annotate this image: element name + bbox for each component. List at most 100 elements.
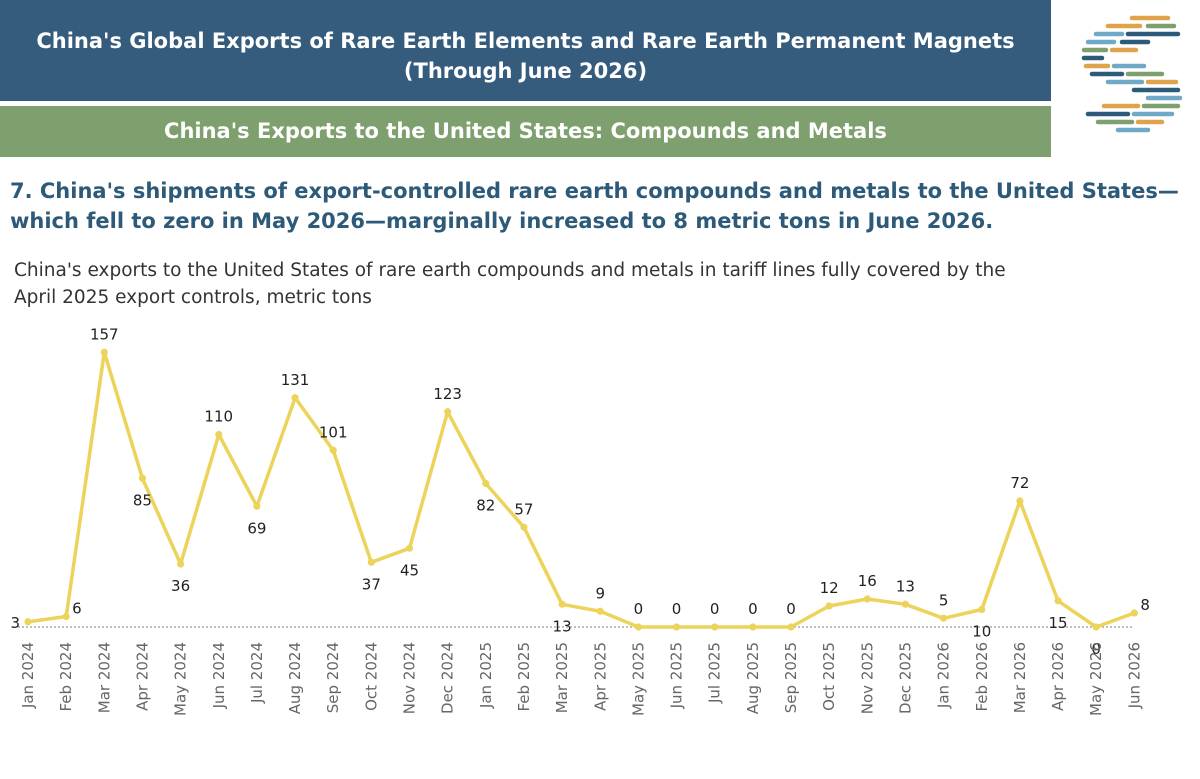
x-tick-label: Aug 2025 bbox=[744, 642, 762, 714]
data-label: 3 bbox=[10, 614, 20, 632]
chart-description-line-1: China's exports to the United States of … bbox=[14, 260, 1006, 281]
x-tick-label: Feb 2024 bbox=[57, 642, 75, 712]
data-point bbox=[711, 623, 719, 631]
data-label: 8 bbox=[1140, 596, 1150, 614]
data-point bbox=[405, 544, 414, 552]
data-label: 13 bbox=[896, 577, 915, 595]
data-label: 5 bbox=[939, 591, 949, 609]
x-tick-label: Nov 2024 bbox=[401, 642, 419, 714]
data-point bbox=[558, 600, 566, 608]
x-tick-label: Apr 2024 bbox=[133, 642, 151, 711]
x-tick-label: Mar 2025 bbox=[553, 642, 571, 713]
data-label: 82 bbox=[476, 497, 495, 515]
x-tick-label: Mar 2024 bbox=[95, 642, 113, 713]
data-point bbox=[596, 607, 604, 615]
chart-headline: 7. China's shipments of export-controlle… bbox=[10, 179, 1179, 233]
x-tick-label: Apr 2026 bbox=[1049, 642, 1067, 711]
data-label: 0 bbox=[710, 600, 720, 618]
data-label: 16 bbox=[858, 572, 877, 590]
report-subtitle: (Through June 2026) bbox=[403, 59, 648, 83]
data-label: 0 bbox=[634, 600, 644, 618]
data-point bbox=[482, 479, 490, 488]
data-point bbox=[1130, 609, 1138, 617]
data-label: 9 bbox=[595, 584, 605, 602]
x-tick-label: Dec 2025 bbox=[896, 642, 914, 714]
data-label: 110 bbox=[204, 408, 233, 426]
report-title: China's Global Exports of Rare Earth Ele… bbox=[36, 29, 1015, 53]
data-point bbox=[672, 623, 681, 631]
x-tick-label: May 2025 bbox=[629, 642, 647, 716]
data-point bbox=[62, 612, 70, 621]
x-tick-label: Feb 2026 bbox=[973, 642, 991, 712]
data-point bbox=[291, 394, 299, 402]
x-tick-label: Jun 2024 bbox=[210, 642, 228, 709]
data-label: 0 bbox=[786, 600, 796, 618]
report-header: China's Global Exports of Rare Earth Ele… bbox=[0, 0, 1051, 101]
x-tick-label: Jun 2025 bbox=[668, 642, 686, 709]
x-tick-label: Jan 2025 bbox=[477, 642, 495, 709]
x-tick-label: Jul 2025 bbox=[706, 642, 724, 704]
data-label: 0 bbox=[1091, 640, 1101, 658]
x-tick-label: Jan 2024 bbox=[19, 642, 37, 709]
data-point bbox=[787, 623, 795, 631]
data-label: 36 bbox=[171, 577, 190, 595]
x-tick-label: Nov 2025 bbox=[858, 642, 876, 714]
data-point bbox=[215, 430, 223, 439]
x-tick-label: Aug 2024 bbox=[286, 642, 304, 714]
data-point bbox=[253, 502, 261, 510]
x-tick-label: Apr 2025 bbox=[591, 642, 609, 711]
data-point bbox=[825, 602, 833, 610]
data-label: 123 bbox=[433, 385, 462, 403]
x-tick-label: Mar 2026 bbox=[1011, 642, 1029, 713]
x-tick-label: May 2024 bbox=[172, 642, 190, 716]
chart-description: China's exports to the United States of … bbox=[14, 257, 1194, 311]
data-point bbox=[1092, 623, 1100, 631]
x-tick-label: Jan 2026 bbox=[935, 642, 953, 709]
data-point bbox=[138, 474, 147, 482]
section-title: China's Exports to the United States: Co… bbox=[0, 106, 1051, 157]
data-point bbox=[24, 618, 32, 626]
chart-description-line-2: April 2025 export controls, metric tons bbox=[14, 287, 372, 308]
data-point bbox=[940, 614, 948, 622]
data-label: 157 bbox=[90, 325, 119, 343]
data-point bbox=[329, 446, 337, 454]
data-label: 12 bbox=[820, 579, 839, 597]
data-point bbox=[901, 600, 910, 608]
data-point bbox=[634, 623, 643, 631]
data-label: 0 bbox=[672, 600, 682, 618]
data-point bbox=[100, 348, 108, 356]
data-label: 0 bbox=[748, 600, 758, 618]
data-point bbox=[978, 605, 986, 614]
data-label: 57 bbox=[514, 500, 533, 518]
data-point bbox=[367, 558, 375, 566]
data-point bbox=[749, 623, 757, 631]
data-point bbox=[1054, 597, 1062, 605]
x-tick-label: Jul 2024 bbox=[248, 642, 266, 704]
data-point bbox=[863, 595, 871, 603]
x-tick-label: Oct 2025 bbox=[820, 642, 838, 711]
data-label: 69 bbox=[247, 519, 266, 537]
series-line bbox=[26, 350, 1137, 629]
data-label: 15 bbox=[1049, 614, 1068, 632]
x-tick-label: Jun 2026 bbox=[1125, 642, 1143, 709]
data-label: 72 bbox=[1010, 474, 1029, 492]
data-label: 6 bbox=[72, 600, 82, 618]
x-tick-label: May 2026 bbox=[1087, 642, 1105, 716]
data-label: 101 bbox=[319, 423, 348, 441]
x-tick-label: Feb 2025 bbox=[515, 642, 533, 712]
data-label: 45 bbox=[400, 561, 419, 579]
data-point bbox=[177, 560, 185, 568]
data-point bbox=[444, 408, 452, 416]
data-point bbox=[520, 523, 528, 531]
data-label: 131 bbox=[281, 371, 310, 389]
x-tick-label: Sep 2025 bbox=[782, 642, 800, 713]
x-tick-label: Dec 2024 bbox=[439, 642, 457, 714]
data-label: 13 bbox=[553, 617, 572, 635]
data-label: 37 bbox=[362, 575, 381, 593]
data-point bbox=[1016, 497, 1024, 505]
data-label: 10 bbox=[972, 623, 991, 641]
x-tick-label: Oct 2024 bbox=[362, 642, 380, 711]
x-tick-label: Sep 2024 bbox=[324, 642, 342, 713]
stylized-s-logo-icon bbox=[1078, 12, 1186, 134]
